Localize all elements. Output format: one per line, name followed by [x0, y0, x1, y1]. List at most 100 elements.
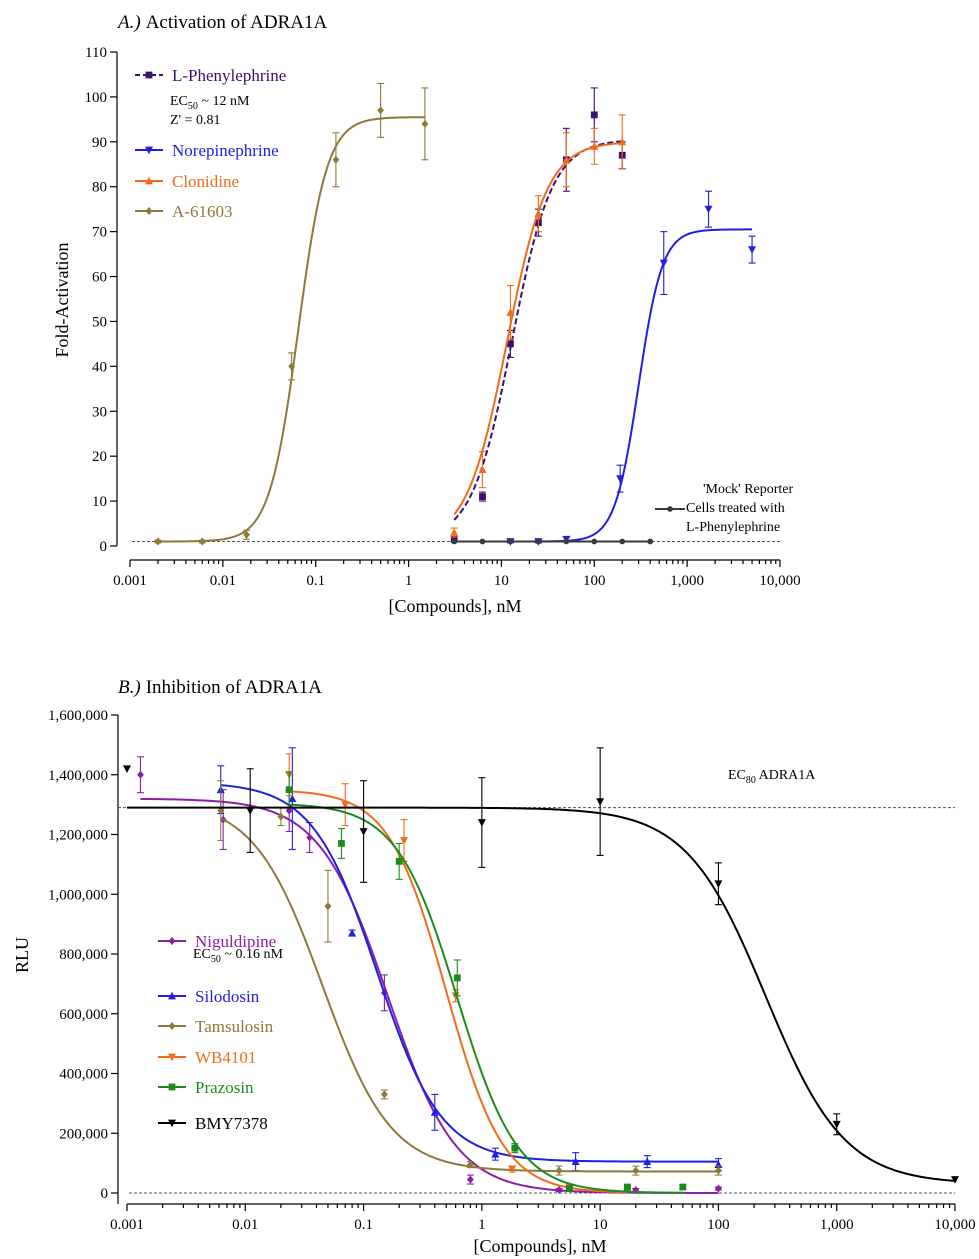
panel-a-y-tick-label: 110: [85, 45, 107, 61]
point-wb4101: [400, 837, 409, 845]
legend-marker-a-61603: [145, 207, 153, 215]
panel-a-y-tick-label: 50: [92, 314, 107, 330]
point-bmy7378: [714, 880, 723, 888]
point-clonidine: [506, 308, 515, 316]
panel-b-x-tick-label: 0.01: [232, 1217, 258, 1233]
series-silodosin: [216, 747, 723, 1172]
point-niguldipine: [466, 1175, 474, 1184]
legend-label-clonidine: Clonidine: [172, 172, 239, 191]
panel-b-x-tick-label: 0.1: [354, 1217, 373, 1233]
point-bmy7378: [477, 819, 486, 827]
legend-marker-prazosin: [168, 1083, 176, 1091]
series-bmy7378: [123, 747, 959, 1184]
point-l-phenylephrine: [479, 493, 486, 500]
legend-item-prazosin: Prazosin: [158, 1078, 254, 1097]
point-mock: [535, 538, 542, 545]
point-bmy7378: [596, 798, 605, 806]
curve-prazosin: [289, 803, 683, 1194]
curve-bmy7378: [127, 806, 956, 1182]
point-tamsulosin: [632, 1166, 640, 1175]
panel-a-y-tick-label: 60: [92, 270, 107, 286]
point-bmy7378: [832, 1120, 841, 1129]
panel-a-y-tick-label: 90: [92, 135, 107, 151]
point-a-61603: [377, 106, 385, 115]
panel-a-x-tick-label: 1,000: [670, 573, 704, 589]
point-bmy7378: [246, 807, 255, 815]
point-bmy7378: [359, 828, 368, 836]
point-tamsulosin: [324, 902, 332, 911]
point-mock: [563, 538, 570, 545]
point-mock: [619, 538, 626, 545]
panel-b-curves: [123, 747, 959, 1195]
point-norepinephrine: [616, 475, 625, 483]
series-wb4101: [285, 753, 632, 1194]
point-a-61603: [154, 537, 162, 546]
mock-label-line-3: L-Phenylephrine: [686, 520, 780, 535]
panel-b-y-tick-label: 0: [101, 1186, 109, 1202]
legend-label-l-phenylephrine: L-Phenylephrine: [172, 66, 286, 85]
legend-item-mock: [655, 506, 685, 512]
point-mock: [647, 538, 654, 545]
point-prazosin: [285, 786, 293, 794]
point-a-61603: [332, 155, 340, 164]
legend-marker-l-phenylephrine: [145, 71, 153, 79]
legend-item-wb4101: WB4101: [158, 1048, 256, 1067]
panel-a-ec50-annotation: EC50 ~ 12 nM: [170, 94, 250, 112]
panel-b-y-tick-label: 1,600,000: [48, 708, 108, 724]
point-mock: [479, 538, 486, 545]
legend-label-prazosin: Prazosin: [195, 1078, 254, 1097]
legend-label-wb4101: WB4101: [195, 1048, 256, 1067]
legend-label-norepinephrine: Norepinephrine: [172, 141, 279, 160]
curve-tamsulosin: [220, 817, 719, 1173]
point-silodosin: [491, 1149, 500, 1158]
point-mock: [591, 538, 598, 545]
panel-b-y-axis-title: RLU: [12, 937, 32, 973]
panel-a-y-tick-label: 0: [100, 539, 108, 555]
legend-item-tamsulosin: Tamsulosin: [158, 1017, 274, 1036]
panel-b-y-tick-label: 1,200,000: [48, 828, 108, 844]
curve-wb4101: [289, 790, 628, 1194]
legend-marker-wb4101: [168, 1053, 176, 1062]
point-a-61603: [198, 537, 206, 546]
legend-label-a-61603: A-61603: [172, 202, 232, 221]
legend-marker-tamsulosin: [168, 1022, 176, 1030]
panel-b-y-tick-label: 1,000,000: [48, 887, 108, 903]
point-norepinephrine: [748, 246, 757, 254]
panel-b-legend: Niguldipine Silodosin Tamsulosin WB4101 Praz…: [158, 932, 276, 1133]
panel-a-x-tick-label: 0.01: [210, 573, 236, 589]
panel-b-x-tick-label: 10,000: [934, 1217, 975, 1233]
point-norepinephrine: [659, 259, 668, 268]
legend-label-tamsulosin: Tamsulosin: [195, 1017, 274, 1036]
panel-b-axes: 0 200,000 400,000 600,000 800,000 1,000,000 1,…: [48, 708, 976, 1233]
panel-a-x-tick-label: 1: [405, 573, 413, 589]
panel-a-legend: L-Phenylephrine Norepinephrine Clonidine A-…: [135, 66, 685, 512]
point-prazosin: [338, 840, 345, 847]
panel-a-x-tick-label: 10,000: [759, 573, 800, 589]
point-niguldipine: [306, 833, 314, 842]
mock-label-line-2: Cells treated with: [686, 501, 785, 516]
panel-a-y-tick-label: 70: [92, 225, 107, 241]
point-a-61603: [288, 362, 296, 371]
point-l-phenylephrine: [590, 111, 598, 119]
point-prazosin: [566, 1185, 573, 1192]
legend-item-a-61603: A-61603: [135, 202, 232, 221]
legend-item-niguldipine: Niguldipine: [158, 932, 276, 951]
point-niguldipine: [715, 1184, 722, 1193]
point-bmy7378: [123, 765, 131, 773]
panel-a-y-tick-label: 80: [92, 180, 107, 196]
point-clonidine: [618, 137, 627, 146]
legend-marker-clonidine: [145, 176, 153, 185]
panel-a-y-tick-label: 20: [92, 449, 107, 465]
panel-b-x-tick-label: 0.001: [110, 1217, 144, 1233]
panel-b-x-tick-label: 10: [593, 1217, 608, 1233]
point-silodosin: [571, 1157, 580, 1166]
panel-b-y-tick-label: 200,000: [59, 1126, 108, 1142]
panel-b-y-tick-label: 600,000: [59, 1007, 108, 1023]
panel-b-x-tick-label: 100: [707, 1217, 730, 1233]
legend-marker-mock: [667, 506, 673, 512]
series-clonidine: [450, 114, 627, 538]
point-mock: [507, 538, 514, 545]
panel-a-x-tick-label: 0.1: [306, 573, 325, 589]
legend-label-silodosin: Silodosin: [195, 987, 260, 1006]
